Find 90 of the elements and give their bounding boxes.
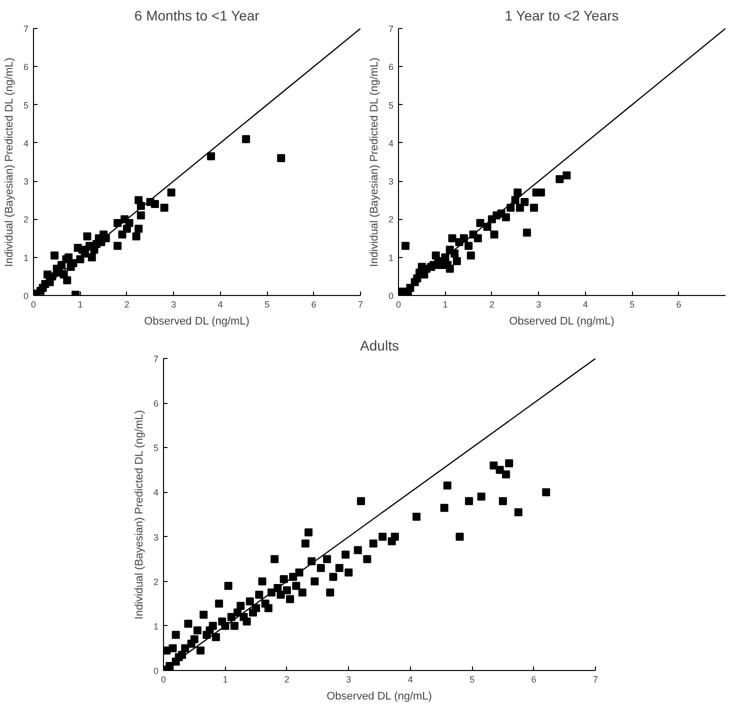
y-tick-label: 1 xyxy=(23,252,29,263)
x-axis-title: Observed DL (ng/mL) xyxy=(326,690,432,702)
y-tick-label: 4 xyxy=(23,138,29,148)
point xyxy=(207,152,216,160)
point xyxy=(520,198,529,206)
y-axis-title: Individual (Bayesian) Predicted DL (ng/mL) xyxy=(3,58,16,267)
x-tick-label: 7 xyxy=(592,674,598,684)
point xyxy=(132,232,140,240)
y-tick-label: 3 xyxy=(153,532,159,542)
point xyxy=(506,204,515,212)
y-tick-label: 5 xyxy=(23,100,29,110)
point xyxy=(502,213,510,222)
point xyxy=(402,242,410,250)
x-tick-label: 0 xyxy=(30,300,36,310)
x-tick-label: 6 xyxy=(676,300,682,310)
y-tick-label: 7 xyxy=(153,354,159,364)
point xyxy=(474,234,482,242)
point xyxy=(530,204,538,212)
point xyxy=(490,230,498,238)
x-tick-label: 1 xyxy=(222,674,228,684)
point xyxy=(114,242,122,250)
x-tick-label: 0 xyxy=(160,674,166,684)
point xyxy=(167,188,176,197)
point xyxy=(88,253,96,262)
y-axis-title: Individual (Bayesian) Predicted DL (ng/mL) xyxy=(368,58,380,267)
point xyxy=(562,171,571,180)
point xyxy=(63,276,72,284)
y-tick-label: 7 xyxy=(388,24,394,34)
y-tick-label: 0 xyxy=(23,291,29,301)
x-tick-label: 3 xyxy=(346,674,352,684)
x-tick-label: 4 xyxy=(408,674,413,684)
point xyxy=(134,224,143,233)
x-tick-label: 5 xyxy=(470,674,475,684)
x-tick-label: 1 xyxy=(78,300,83,310)
point xyxy=(464,242,473,250)
x-tick-label: 3 xyxy=(536,300,542,310)
y-tick-label: 4 xyxy=(388,138,394,148)
point xyxy=(514,188,522,197)
point xyxy=(446,264,454,273)
x-tick-label: 4 xyxy=(218,300,223,310)
point xyxy=(483,222,492,231)
y-tick-label: 6 xyxy=(23,62,29,72)
x-tick-label: 3 xyxy=(171,300,176,310)
point xyxy=(476,219,484,228)
point xyxy=(160,204,168,212)
y-tick-label: 3 xyxy=(23,176,29,187)
point xyxy=(277,154,286,162)
y-tick-label: 7 xyxy=(23,24,29,34)
chart-title: 6 Months to <1 Year xyxy=(134,8,260,24)
point xyxy=(83,232,92,240)
x-tick-label: 2 xyxy=(124,300,130,310)
x-tick-label: 6 xyxy=(531,674,536,684)
chart-title: 1 Year to <2 Years xyxy=(504,8,619,24)
y-tick-label: 1 xyxy=(153,621,159,632)
y-tick-label: 2 xyxy=(388,214,394,225)
x-tick-label: 0 xyxy=(396,300,402,310)
point xyxy=(516,204,524,212)
y-tick-label: 6 xyxy=(388,62,394,72)
x-tick-label: 1 xyxy=(442,300,448,310)
point xyxy=(242,135,250,144)
point xyxy=(466,251,475,260)
x-tick-label: 2 xyxy=(489,300,494,310)
point xyxy=(125,219,134,228)
chart-title: Adults xyxy=(360,338,399,354)
x-axis-title: Observed DL (ng/mL) xyxy=(509,316,614,328)
point xyxy=(452,257,461,266)
y-tick-label: 2 xyxy=(153,576,159,587)
point xyxy=(136,211,145,220)
x-tick-label: 7 xyxy=(358,300,364,310)
x-tick-label: 5 xyxy=(630,300,635,310)
y-tick-label: 6 xyxy=(153,398,159,409)
y-axis-title: Individual (Bayesian) Predicted DL (ng/mL) xyxy=(133,410,146,620)
x-tick-label: 5 xyxy=(264,300,270,310)
y-tick-label: 0 xyxy=(153,666,159,676)
y-tick-label: 2 xyxy=(23,214,29,225)
x-tick-label: 4 xyxy=(582,300,588,310)
x-tick-label: 6 xyxy=(311,300,316,310)
x-tick-label: 2 xyxy=(284,674,290,684)
point xyxy=(50,251,59,260)
point xyxy=(150,200,159,208)
y-tick-label: 1 xyxy=(388,252,394,263)
y-tick-label: 3 xyxy=(388,176,394,187)
y-tick-label: 5 xyxy=(388,100,394,110)
point xyxy=(522,228,531,237)
point xyxy=(556,175,564,184)
x-axis-title: Observed DL (ng/mL) xyxy=(144,316,250,328)
point xyxy=(448,234,456,242)
y-tick-label: 4 xyxy=(153,488,159,498)
y-tick-label: 5 xyxy=(153,443,159,454)
y-tick-label: 0 xyxy=(388,291,394,301)
